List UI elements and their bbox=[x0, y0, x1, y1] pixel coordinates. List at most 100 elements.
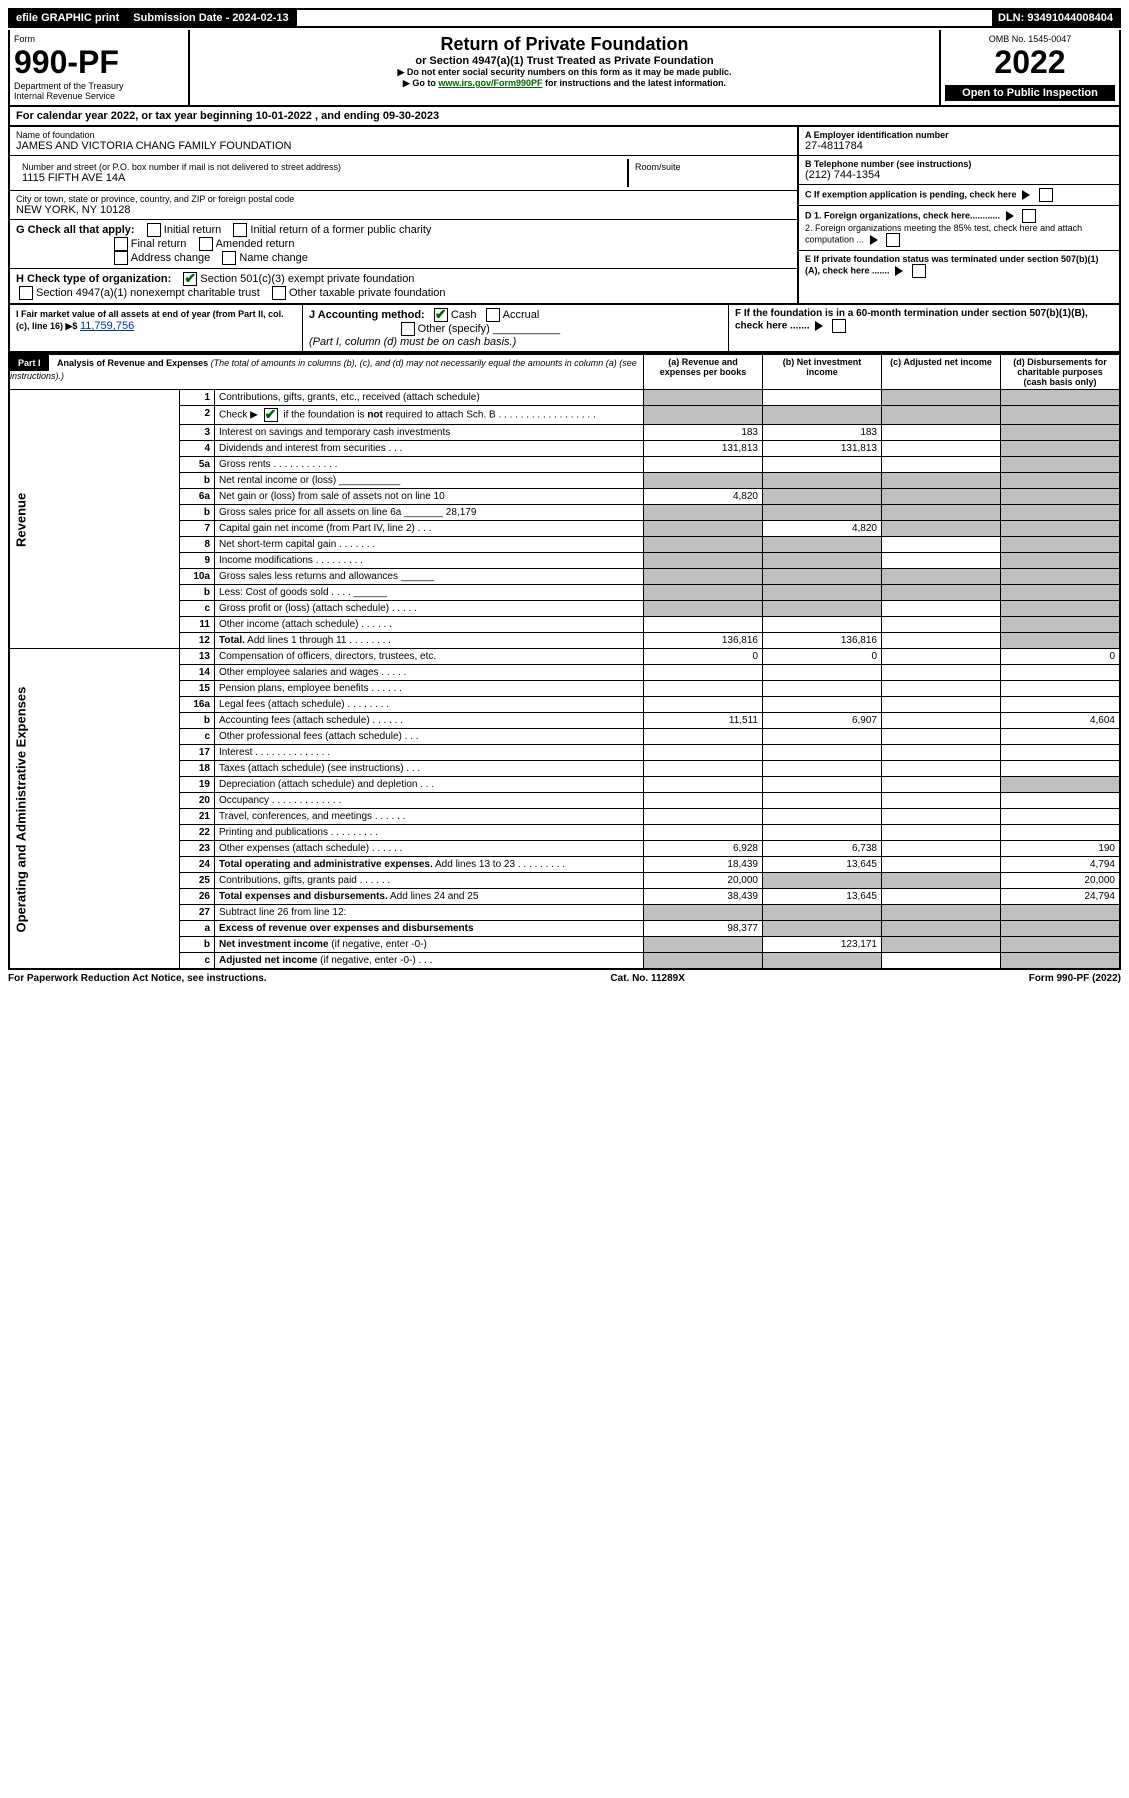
row-desc: Other professional fees (attach schedule… bbox=[215, 729, 644, 745]
cell-value bbox=[763, 569, 882, 585]
row-num: 14 bbox=[180, 665, 215, 681]
cell-value bbox=[882, 921, 1001, 937]
checkbox-other-method[interactable] bbox=[401, 322, 415, 336]
cell-value: 136,816 bbox=[763, 633, 882, 649]
checkbox-final[interactable] bbox=[114, 237, 128, 251]
g2: Initial return of a former public charit… bbox=[250, 224, 431, 236]
checkbox-e[interactable] bbox=[912, 264, 926, 278]
cell-value: 190 bbox=[1001, 841, 1121, 857]
cell-value bbox=[763, 873, 882, 889]
cell-value bbox=[1001, 457, 1121, 473]
expenses-section-label: Operating and Administrative Expenses bbox=[9, 649, 180, 970]
row-num: b bbox=[180, 473, 215, 489]
checkbox-other-tax[interactable] bbox=[272, 286, 286, 300]
room-suite-cell: Room/suite bbox=[628, 159, 791, 187]
row-num: a bbox=[180, 921, 215, 937]
j-accrual: Accrual bbox=[503, 309, 540, 321]
row-num: 12 bbox=[180, 633, 215, 649]
checkbox-f[interactable] bbox=[832, 319, 846, 333]
calendar-year-row: For calendar year 2022, or tax year begi… bbox=[8, 107, 1121, 127]
cell-value bbox=[644, 729, 763, 745]
row-num: 17 bbox=[180, 745, 215, 761]
row-num: 19 bbox=[180, 777, 215, 793]
row-num: b bbox=[180, 937, 215, 953]
omb: OMB No. 1545-0047 bbox=[945, 34, 1115, 44]
checkbox-c[interactable] bbox=[1039, 188, 1053, 202]
row-desc: Printing and publications . . . . . . . … bbox=[215, 825, 644, 841]
arrow-icon bbox=[815, 321, 823, 331]
info-right: A Employer identification number 27-4811… bbox=[797, 127, 1119, 303]
checkbox-cash[interactable] bbox=[434, 308, 448, 322]
row-num: 10a bbox=[180, 569, 215, 585]
cell-value bbox=[882, 937, 1001, 953]
cell-value bbox=[644, 505, 763, 521]
cell-value bbox=[1001, 745, 1121, 761]
foundation-city: NEW YORK, NY 10128 bbox=[16, 204, 791, 216]
cell-value bbox=[644, 617, 763, 633]
cell-value bbox=[882, 473, 1001, 489]
cell-value bbox=[644, 521, 763, 537]
address-cell: Number and street (or P.O. box number if… bbox=[16, 159, 628, 187]
form-link[interactable]: www.irs.gov/Form990PF bbox=[438, 78, 542, 88]
cell-value: 20,000 bbox=[644, 873, 763, 889]
i-label: I Fair market value of all assets at end… bbox=[16, 309, 284, 331]
row-desc: Dividends and interest from securities .… bbox=[215, 441, 644, 457]
addr-label: Number and street (or P.O. box number if… bbox=[22, 162, 621, 172]
cell-value bbox=[1001, 697, 1121, 713]
checkbox-initial-former[interactable] bbox=[233, 223, 247, 237]
j-cash: Cash bbox=[451, 309, 477, 321]
row-desc: Net rental income or (loss) ___________ bbox=[215, 473, 644, 489]
cell-value: 0 bbox=[644, 649, 763, 665]
calyear-mid: , and ending bbox=[312, 110, 383, 122]
open-inspection: Open to Public Inspection bbox=[945, 85, 1115, 101]
cell-value: 6,928 bbox=[644, 841, 763, 857]
arrow-icon bbox=[1022, 190, 1030, 200]
part1-table: Part I Analysis of Revenue and Expenses … bbox=[8, 353, 1121, 970]
info-left: Name of foundation JAMES AND VICTORIA CH… bbox=[10, 127, 797, 303]
cell-value bbox=[882, 521, 1001, 537]
row-num: 15 bbox=[180, 681, 215, 697]
header-center: Return of Private Foundation or Section … bbox=[190, 30, 939, 105]
row-desc: Check ▶ if the foundation is not require… bbox=[215, 406, 644, 425]
cell-value bbox=[882, 649, 1001, 665]
col-d-header: (d) Disbursements for charitable purpose… bbox=[1001, 354, 1121, 390]
checkbox-d2[interactable] bbox=[886, 233, 900, 247]
checkbox-d1[interactable] bbox=[1022, 209, 1036, 223]
row-num: 23 bbox=[180, 841, 215, 857]
cell-value bbox=[763, 457, 882, 473]
cell-value bbox=[1001, 825, 1121, 841]
checkbox-4947[interactable] bbox=[19, 286, 33, 300]
row-num: 1 bbox=[180, 390, 215, 406]
row-num: 11 bbox=[180, 617, 215, 633]
cell-value bbox=[763, 825, 882, 841]
checkbox-address[interactable] bbox=[114, 251, 128, 265]
d-cell: D 1. Foreign organizations, check here..… bbox=[799, 206, 1119, 251]
table-row: Revenue1Contributions, gifts, grants, et… bbox=[9, 390, 1120, 406]
row-desc: Income modifications . . . . . . . . . bbox=[215, 553, 644, 569]
cell-value bbox=[763, 585, 882, 601]
foundation-name-cell: Name of foundation JAMES AND VICTORIA CH… bbox=[10, 127, 797, 156]
checkbox-initial[interactable] bbox=[147, 223, 161, 237]
row-desc: Contributions, gifts, grants, etc., rece… bbox=[215, 390, 644, 406]
cell-value bbox=[882, 761, 1001, 777]
checkbox-amended[interactable] bbox=[199, 237, 213, 251]
cell-value bbox=[882, 390, 1001, 406]
part1-title: Analysis of Revenue and Expenses bbox=[57, 358, 208, 368]
cell-value bbox=[763, 553, 882, 569]
checkbox-501c3[interactable] bbox=[183, 272, 197, 286]
cell-value: 4,794 bbox=[1001, 857, 1121, 873]
checkbox-name[interactable] bbox=[222, 251, 236, 265]
row-num: 24 bbox=[180, 857, 215, 873]
checkbox-accrual[interactable] bbox=[486, 308, 500, 322]
dln: DLN: 93491044008404 bbox=[992, 10, 1119, 26]
row-desc: Total. Add lines 1 through 11 . . . . . … bbox=[215, 633, 644, 649]
cell-value bbox=[763, 601, 882, 617]
g1: Initial return bbox=[164, 224, 221, 236]
b-label: B Telephone number (see instructions) bbox=[805, 159, 1113, 169]
dept: Department of the Treasury bbox=[14, 81, 184, 91]
city-label: City or town, state or province, country… bbox=[16, 194, 791, 204]
cell-value bbox=[763, 905, 882, 921]
row-num: 7 bbox=[180, 521, 215, 537]
row-desc: Net gain or (loss) from sale of assets n… bbox=[215, 489, 644, 505]
h2: Section 4947(a)(1) nonexempt charitable … bbox=[36, 287, 260, 299]
